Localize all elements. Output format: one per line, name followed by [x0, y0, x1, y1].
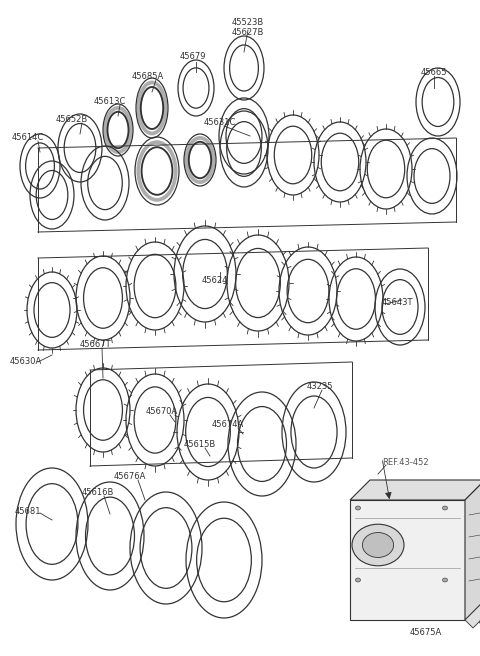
- Text: 45679: 45679: [180, 52, 206, 61]
- Text: 43235: 43235: [307, 382, 333, 391]
- Ellipse shape: [362, 533, 394, 558]
- Text: 45675A: 45675A: [410, 628, 442, 637]
- Text: 45676A: 45676A: [114, 472, 146, 481]
- Text: 45616B: 45616B: [82, 488, 114, 497]
- Polygon shape: [350, 480, 480, 500]
- Text: 45667T: 45667T: [79, 340, 111, 349]
- Text: 45685A: 45685A: [132, 72, 164, 81]
- Text: 45523B
45627B: 45523B 45627B: [232, 18, 264, 37]
- Text: 45652B: 45652B: [56, 115, 88, 124]
- Polygon shape: [465, 480, 480, 620]
- Text: 45665: 45665: [421, 68, 447, 77]
- Bar: [350, 500, 465, 620]
- Ellipse shape: [356, 506, 360, 510]
- Polygon shape: [465, 600, 480, 628]
- Ellipse shape: [356, 578, 360, 582]
- Text: 45681: 45681: [15, 507, 41, 516]
- Text: 45631C: 45631C: [204, 118, 236, 127]
- Text: 45643T: 45643T: [382, 298, 413, 307]
- Text: 45614C: 45614C: [12, 133, 44, 142]
- Text: 45624: 45624: [202, 276, 228, 285]
- Text: 45613C: 45613C: [94, 97, 126, 106]
- Ellipse shape: [352, 524, 404, 565]
- Text: 45630A: 45630A: [10, 357, 42, 366]
- Text: REF.43-452: REF.43-452: [382, 458, 429, 467]
- Text: 45674A: 45674A: [212, 420, 244, 429]
- Ellipse shape: [443, 578, 447, 582]
- Ellipse shape: [443, 506, 447, 510]
- Text: 45615B: 45615B: [184, 440, 216, 449]
- Text: 45670A: 45670A: [146, 407, 178, 416]
